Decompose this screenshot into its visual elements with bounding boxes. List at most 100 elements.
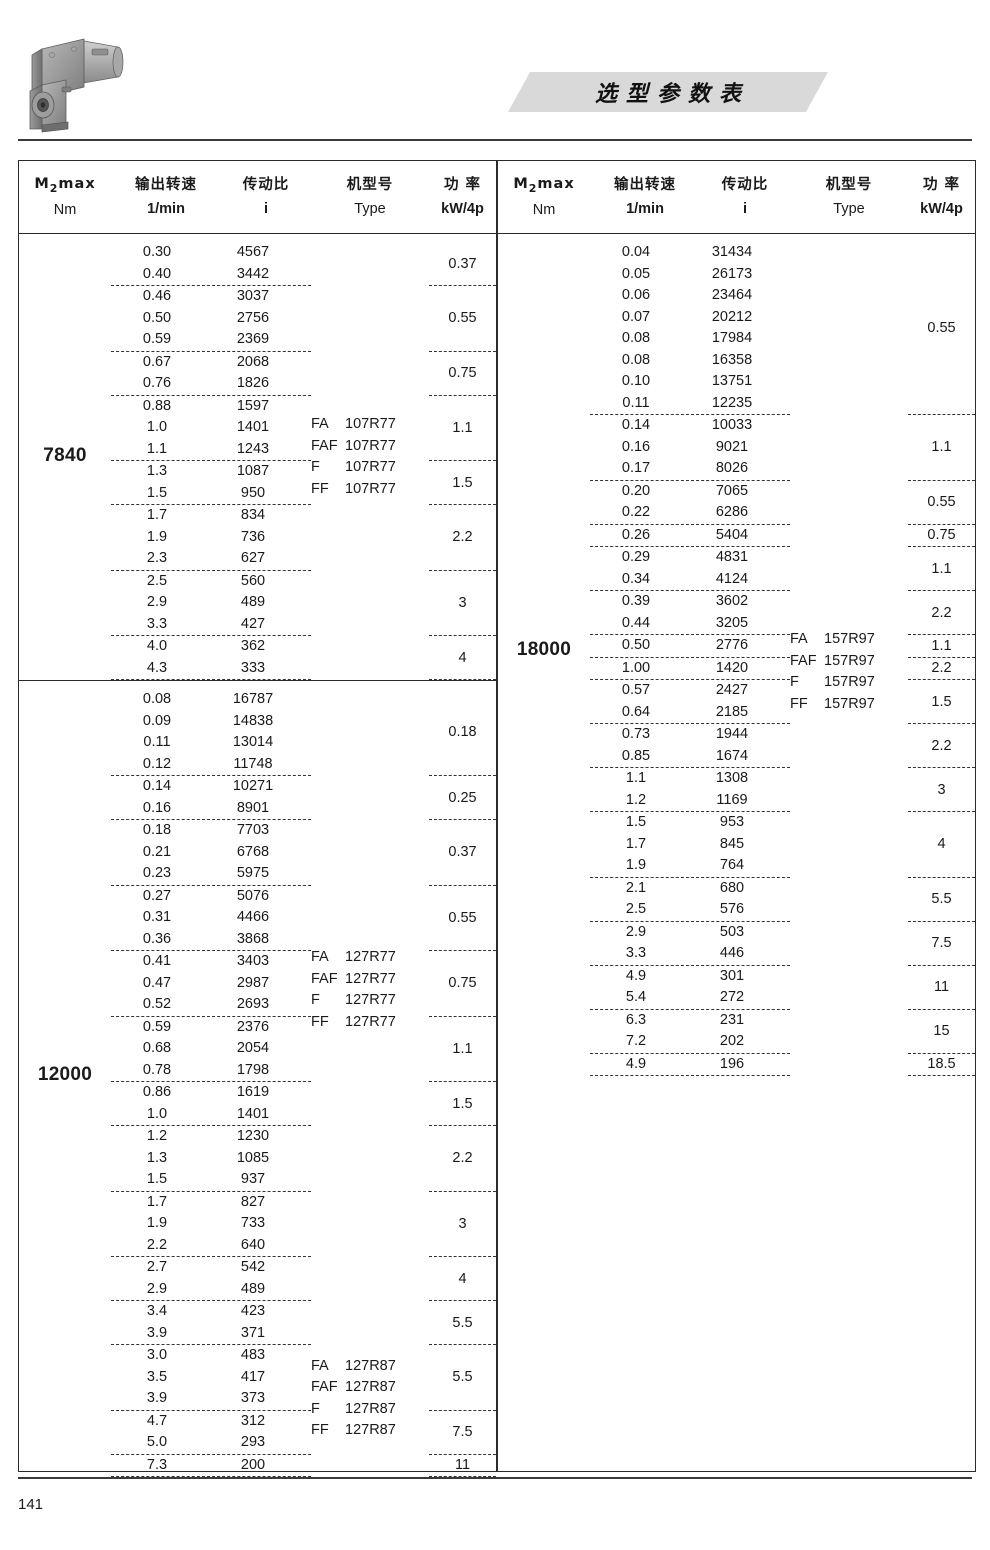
cell-output-speed: 2.1 [625,879,647,896]
cell-power: 11 [429,1455,496,1477]
column-header-type-cn: 机型号 [346,176,394,193]
cell-output-speed: 0.08 [621,351,651,368]
type-model: 107R77 [345,437,396,454]
cell-output-speed: 0.21 [142,843,172,860]
type-designation-line: FF 127R87 [311,1420,429,1442]
column-header-speed: 输出转速 1/min [590,161,700,233]
ratio-speed-group: 1.5 953 1.7 845 1.9 764 [590,812,790,878]
cell-output-speed: 1.2 [146,1128,168,1144]
cell-output-speed: 1.0 [146,419,168,435]
cell-power: 4 [908,812,975,878]
cell-ratio: 23464 [711,287,753,303]
cell-output-speed: 0.09 [142,712,172,729]
column-header-type: 机型号 Type [790,161,908,233]
cell-ratio: 3868 [236,930,270,947]
cell-ratio: 26173 [711,265,753,282]
table-header-row: M2max Nm 输出转速 1/min 传动比 i 机型号 Type 功 率 kW/4p [19,161,496,234]
cell-ratio: 576 [719,901,745,917]
cell-output-speed: 1.5 [625,814,647,830]
cell-ratio: 2987 [236,974,270,991]
cell-output-speed: 4.9 [625,1055,647,1072]
cell-output-speed: 1.7 [146,1193,168,1210]
type-prefix: F [311,459,320,475]
cell-ratio: 20212 [711,308,753,325]
ratio-speed-column: 0.04 31434 0.05 26173 0.06 23464 0.07 20212 0.08… [590,242,790,1076]
cell-output-speed: 0.08 [142,691,172,707]
section-banner-shape [508,72,828,112]
cell-ratio: 293 [240,1434,266,1450]
cell-ratio: 1674 [715,747,749,764]
torque-block: 12000 0.08 16787 0.09 14838 0.11 13014 0.12 1174… [19,680,496,1477]
cell-ratio: 7703 [236,822,270,838]
cell-ratio: 2776 [715,637,749,653]
type-designation-block: FA 127R77 FAF 127R77 F 127R77 FF 127R77 [311,947,429,1033]
cell-ratio: 11748 [233,755,273,772]
type-designation-line: FA 107R77 [311,414,429,436]
type-designation-line: F 127R77 [311,990,429,1012]
cell-output-speed: 0.57 [621,682,651,698]
ratio-speed-group: 0.41 3403 0.47 2987 0.52 2693 [111,951,311,1017]
table-row: 0.08 17984 [590,328,790,350]
cell-ratio: 680 [719,879,745,896]
column-header-ratio-cn: 传动比 [721,176,769,193]
ratio-speed-group: 0.14 10271 0.16 8901 [111,776,311,820]
cell-output-speed: 0.12 [142,755,172,772]
column-header-speed-cn: 输出转速 [135,176,197,193]
cell-ratio: 16358 [711,351,753,368]
cell-power: 0.75 [908,525,975,547]
cell-ratio: 5975 [236,865,270,881]
table-row: 7.3 200 [111,1455,311,1477]
table-row: 0.36 3868 [111,929,311,951]
ratio-speed-group: 0.18 7703 0.21 6768 0.23 5975 [111,820,311,886]
cell-output-speed: 0.08 [621,330,651,346]
ratio-speed-group: 1.7 834 1.9 736 2.3 627 [111,505,311,571]
cell-power: 2.2 [908,658,975,680]
cell-ratio: 200 [240,1456,266,1473]
type-prefix: FAF [311,1379,338,1395]
type-designation-line: FAF 127R77 [311,969,429,991]
table-row: 1.0 1401 [111,417,311,439]
type-designation-line: FAF 127R87 [311,1377,429,1399]
cell-ratio: 627 [240,550,266,566]
column-header-torque: M2max Nm [498,161,590,233]
cell-power: 0.37 [429,242,496,286]
cell-output-speed: 1.1 [625,770,647,786]
column-header-type: 机型号 Type [311,161,429,233]
ratio-speed-column: 0.08 16787 0.09 14838 0.11 13014 0.12 11748 0.14… [111,689,311,1477]
cell-output-speed: 0.16 [621,438,651,455]
table-row: 0.30 4567 [111,242,311,264]
cell-output-speed: 3.0 [146,1347,168,1363]
cell-output-speed: 1.5 [146,484,168,501]
ratio-speed-group: 0.88 1597 1.0 1401 1.1 1243 [111,396,311,461]
power-column: 0.55 1.1 0.55 0.75 1.1 2.2 1.1 2.2 1.5 2.2 3 4 5.5 7.… [908,242,975,1076]
cell-output-speed: 0.27 [142,887,172,904]
cell-output-speed: 2.5 [146,572,168,589]
cell-output-speed: 0.26 [621,526,651,543]
cell-output-speed: 0.14 [142,778,172,794]
cell-output-speed: 2.9 [625,923,647,940]
cell-power: 5.5 [429,1345,496,1411]
table-row: 3.9 373 [111,1388,311,1410]
torque-value: 12000 [37,1064,93,1085]
ratio-speed-group: 2.9 503 3.3 446 [590,922,790,966]
column-header-ratio: 传动比 i [221,161,311,233]
table-row: 0.27 5076 [111,886,311,908]
table-row: 0.44 3205 [590,613,790,635]
cell-output-speed: 0.11 [143,734,171,750]
type-prefix: FAF [790,652,817,669]
table-row: 0.46 3037 [111,286,311,308]
column-header-speed-en: 1/min [626,201,664,217]
cell-ratio: 17984 [711,330,753,346]
cell-output-speed: 0.20 [621,482,651,499]
cell-power: 3 [429,571,496,636]
cell-output-speed: 0.50 [142,309,172,326]
cell-output-speed: 4.7 [146,1412,168,1429]
cell-output-speed: 2.7 [146,1259,168,1275]
ratio-speed-group: 0.08 16787 0.09 14838 0.11 13014 0.12 11748 [111,689,311,776]
type-model: 107R77 [345,480,396,497]
column-header-power-cn: 功 率 [443,176,482,193]
cell-ratio: 2693 [236,996,270,1012]
cell-ratio: 6768 [236,843,270,860]
table-row: 2.1 680 [590,878,790,900]
ratio-speed-group: 0.59 2376 0.68 2054 0.78 1798 [111,1017,311,1082]
